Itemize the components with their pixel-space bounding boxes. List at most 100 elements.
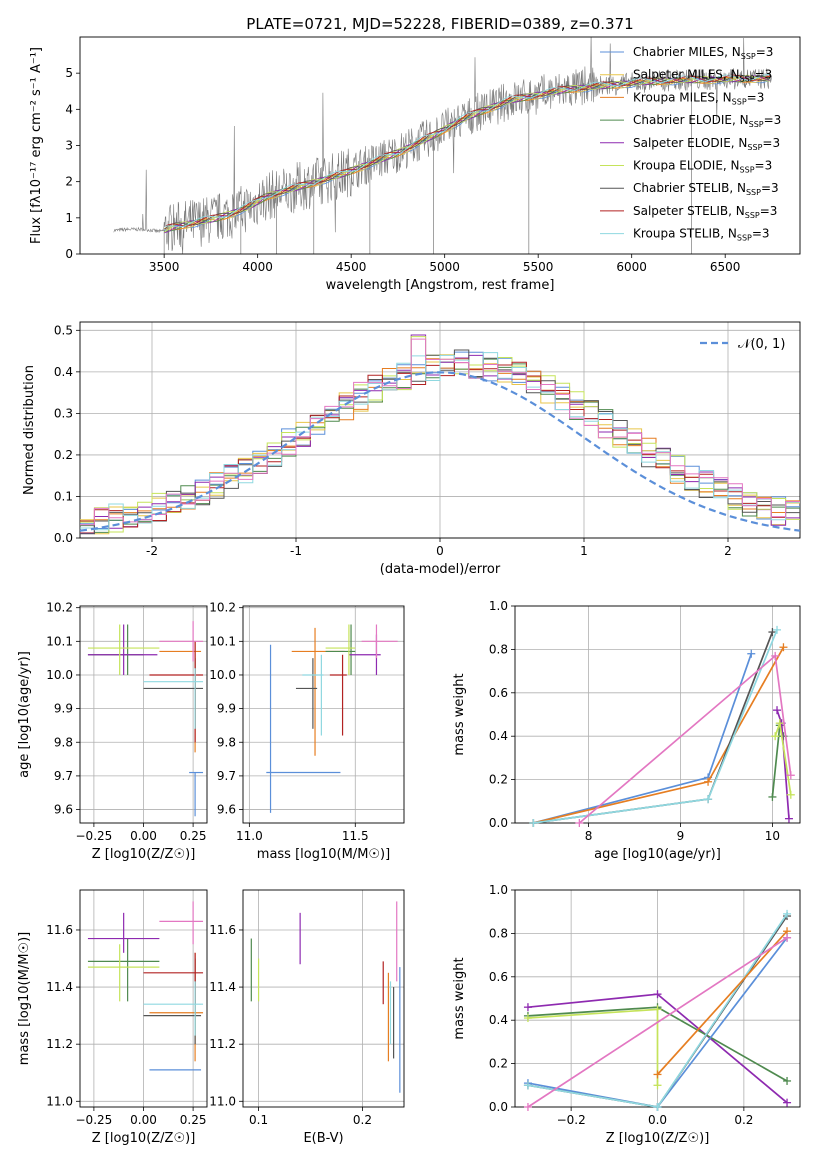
x-tick-label: 5500 <box>523 260 554 274</box>
y-tick-label: 0.2 <box>489 773 508 787</box>
y-tick-label: 0.1 <box>54 489 73 503</box>
y-tick-label: 9.9 <box>54 702 73 716</box>
weight_vs_Z-panel: −0.2 0.0 0.2 0.0 0.2 0.4 0.6 0.8 1.0 Z [log10(Z/Z… <box>452 883 801 1146</box>
y-axis-label: Normed distribution <box>22 365 37 495</box>
y-axis-label: mass weight <box>452 673 467 755</box>
x-tick-label: 0.25 <box>180 1113 207 1127</box>
model-line <box>164 75 771 232</box>
y-tick-label: 0.4 <box>489 1013 508 1027</box>
x-tick-label: 0.00 <box>130 829 157 843</box>
age_vs_Z-panel: −0.25 0.00 0.25 9.6 9.7 9.8 9.9 10.0 10.1 10.2 Z [… <box>17 601 208 862</box>
y-tick-label: 10.0 <box>46 668 73 682</box>
y-tick-label: 1.0 <box>489 599 508 613</box>
y-tick-label: 0.2 <box>489 1057 508 1071</box>
legend-label: 𝒩(0, 1) <box>738 337 785 352</box>
y-tick-label: 5 <box>65 66 73 80</box>
y-tick-label: 0.2 <box>54 448 73 462</box>
x-tick-label: -1 <box>290 544 302 558</box>
y-tick-label: 2 <box>65 175 73 189</box>
legend-label: Salpeter STELIB, NSSP=3 <box>633 204 777 220</box>
y-tick-label: 0.0 <box>489 816 508 830</box>
y-tick-label: 10.0 <box>209 668 236 682</box>
y-tick-label: 0.4 <box>54 365 73 379</box>
y-tick-label: 0.3 <box>54 406 73 420</box>
mass_vs_Z-panel: −0.25 0.00 0.25 11.0 11.2 11.4 11.6 Z [log10(Z/… <box>17 889 208 1146</box>
y-tick-label: 9.8 <box>54 735 73 749</box>
x-tick-label: 4000 <box>242 260 273 274</box>
figure-title: PLATE=0721, MJD=52228, FIBERID=0389, z=0… <box>246 15 633 33</box>
x-axis-label: Z [log10(Z/Z☉)] <box>92 1131 196 1146</box>
y-tick-label: 11.6 <box>209 923 236 937</box>
y-tick-label: 1 <box>65 211 73 225</box>
axes-frame <box>242 889 405 1108</box>
x-tick-label: 0.2 <box>353 1113 372 1127</box>
panels: 3500 4000 4500 5000 5500 6000 6500 0 1 2 3 4 5 wavele… <box>17 36 801 1146</box>
y-tick-label: 11.2 <box>209 1037 236 1051</box>
x-tick-label: 0 <box>436 544 444 558</box>
x-tick-label: 0.25 <box>180 829 207 843</box>
y-tick-label: 1.0 <box>489 883 508 897</box>
y-tick-label: 9.6 <box>217 803 236 817</box>
x-tick-label: 9 <box>677 829 685 843</box>
x-axis-label: age [log10(age/yr)] <box>594 847 721 862</box>
weight-line <box>527 936 788 1108</box>
axes-frame <box>79 321 801 539</box>
x-tick-label: −0.25 <box>76 829 113 843</box>
legend-label: Salpeter ELODIE, NSSP=3 <box>633 136 780 152</box>
x-axis-label: Z [log10(Z/Z☉)] <box>606 1131 710 1146</box>
x-tick-label: -2 <box>146 544 158 558</box>
legend-label: Kroupa MILES, NSSP=3 <box>633 90 764 106</box>
x-axis-label: Z [log10(Z/Z☉)] <box>92 847 196 862</box>
y-tick-label: 10.2 <box>46 601 73 615</box>
x-tick-label: 1 <box>580 544 588 558</box>
y-tick-label: 10.2 <box>209 601 236 615</box>
model-line <box>164 73 771 228</box>
x-tick-label: 0.1 <box>249 1113 268 1127</box>
x-tick-label: 11.0 <box>236 829 263 843</box>
y-tick-label: 9.7 <box>54 769 73 783</box>
age_vs_mass-panel: 11.0 11.5 9.6 9.7 9.8 9.9 10.0 10.1 10.2 mass [lo… <box>209 601 405 862</box>
y-axis-label: mass [log10(M/M☉)] <box>17 932 32 1065</box>
y-tick-label: 9.6 <box>54 803 73 817</box>
y-tick-label: 0.0 <box>54 531 73 545</box>
y-tick-label: 10.1 <box>46 634 73 648</box>
y-tick-label: 9.9 <box>217 702 236 716</box>
y-tick-label: 11.0 <box>209 1094 236 1108</box>
axes-frame <box>79 605 208 824</box>
x-tick-label: 3500 <box>149 260 180 274</box>
x-tick-label: 11.5 <box>342 829 369 843</box>
y-tick-label: 0.8 <box>489 926 508 940</box>
y-tick-label: 0.8 <box>489 642 508 656</box>
legend-label: Chabrier ELODIE, NSSP=3 <box>633 113 781 129</box>
x-axis-label: mass [log10(M/M☉)] <box>257 847 390 862</box>
x-axis-label: (data-model)/error <box>380 562 501 577</box>
legend-label: Salpeter MILES, NSSP=3 <box>633 68 772 84</box>
weight_vs_age-panel: 8 9 10 0.0 0.2 0.4 0.6 0.8 1.0 age [log10(age/yr)… <box>452 599 801 862</box>
x-tick-label: 8 <box>585 829 593 843</box>
y-tick-label: 9.7 <box>217 769 236 783</box>
y-tick-label: 0.6 <box>489 970 508 984</box>
y-axis-label: age [log10(age/yr)] <box>17 651 32 778</box>
x-tick-label: −0.2 <box>557 1113 586 1127</box>
model-line <box>164 74 771 227</box>
normal-curve <box>79 371 801 532</box>
y-tick-label: 10.1 <box>209 634 236 648</box>
y-tick-label: 11.6 <box>46 923 73 937</box>
y-tick-label: 11.2 <box>46 1037 73 1051</box>
histogram-step <box>80 352 800 531</box>
weight-line <box>656 930 788 1076</box>
y-tick-label: 11.4 <box>46 980 73 994</box>
x-axis-label: E(B-V) <box>303 1131 343 1146</box>
x-tick-label: 5000 <box>429 260 460 274</box>
y-tick-label: 0.0 <box>489 1100 508 1114</box>
histogram-panel: -2 -1 0 1 2 0.0 0.1 0.2 0.3 0.4 0.5 (data-model)/er… <box>22 321 801 577</box>
x-tick-label: 10 <box>765 829 780 843</box>
y-tick-label: 4 <box>65 102 73 116</box>
legend-label: Chabrier MILES, NSSP=3 <box>633 45 773 61</box>
y-tick-label: 3 <box>65 139 73 153</box>
y-tick-label: 0.6 <box>489 686 508 700</box>
x-axis-label: wavelength [Angstrom, rest frame] <box>326 278 555 293</box>
x-tick-label: 0.0 <box>648 1113 667 1127</box>
mass_vs_ebv-panel: 0.1 0.2 11.0 11.2 11.4 11.6 E(B-V) <box>209 889 405 1146</box>
